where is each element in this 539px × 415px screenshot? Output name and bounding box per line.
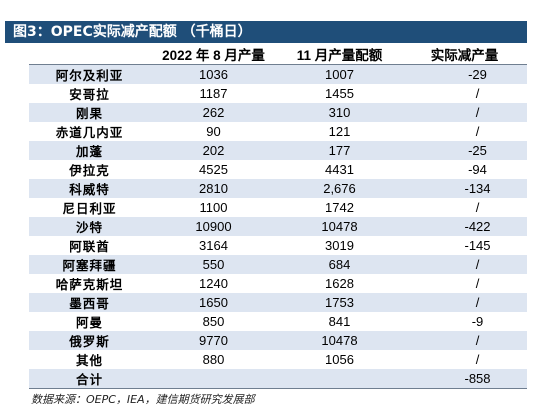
aug2022-cell [150, 369, 277, 389]
actual-cut-cell: -422 [402, 217, 527, 236]
actual-cut-cell: / [475, 86, 480, 101]
table-row: 阿曼 850 841 -9 [29, 312, 527, 331]
country-cell: 伊拉克 [69, 163, 110, 178]
nov-quota-cell: 4431 [325, 162, 354, 177]
actual-cut-cell: -25 [402, 141, 527, 160]
table-row: 加蓬 202 177 -25 [29, 141, 527, 160]
nov-quota-cell: 121 [328, 124, 351, 139]
country-cell: 加蓬 [29, 141, 150, 160]
header-country [29, 44, 150, 65]
aug2022-cell: 1187 [199, 86, 228, 101]
table-row: 刚果 262 310/ [29, 103, 527, 122]
nov-quota-cell: 1007 [277, 64, 402, 84]
table-row: 尼日利亚 1100 1742 / [29, 198, 527, 217]
nov-quota-cell: 2,676 [277, 179, 402, 198]
nov-quota-cell: 1628 [325, 276, 354, 291]
country-cell: 俄罗斯 [29, 331, 150, 350]
table-row: 俄罗斯 9770 10478/ [29, 331, 527, 350]
country-cell: 阿塞拜疆 [29, 255, 150, 274]
actual-cut-cell: -134 [402, 179, 527, 198]
table-row: 伊拉克 4525 4431 -94 [29, 160, 527, 179]
aug2022-cell: 1100 [199, 200, 228, 215]
nov-quota-cell: 684 [277, 255, 402, 274]
aug2022-cell: 4525 [199, 162, 228, 177]
aug2022-cell: 880 [202, 352, 225, 367]
nov-quota-cell: 1753 [277, 293, 402, 312]
country-cell: 阿联酋 [69, 239, 110, 254]
nov-quota-cell: 1455 [325, 86, 354, 101]
aug2022-cell: 550 [150, 255, 277, 274]
nov-quota-cell: 10478 [277, 331, 402, 350]
figure-title: 图3：OPEC实际减产配额 （千桶日） [5, 21, 527, 43]
table-row: 墨西哥 1650 1753/ [29, 293, 527, 312]
actual-cut-cell: / [402, 293, 527, 312]
country-cell: 哈萨克斯坦 [55, 277, 124, 292]
country-cell: 合计 [29, 369, 150, 389]
country-cell: 阿尔及利亚 [29, 64, 150, 84]
country-cell: 沙特 [29, 217, 150, 236]
aug2022-cell: 262 [150, 103, 277, 122]
country-cell: 赤道几内亚 [55, 125, 124, 140]
country-cell: 墨西哥 [29, 293, 150, 312]
actual-cut-cell: -94 [468, 162, 487, 177]
nov-quota-cell: 1056 [325, 352, 354, 367]
actual-cut-cell: / [402, 255, 527, 274]
aug2022-cell: 9770 [150, 331, 277, 350]
country-cell: 尼日利亚 [62, 201, 117, 216]
header-actual-cut: 实际减产量 [402, 44, 527, 65]
actual-cut-cell: -9 [471, 314, 484, 329]
table-row: 沙特 10900 10478 -422 [29, 217, 527, 236]
country-cell: 阿曼 [75, 315, 103, 330]
actual-cut-cell: / [402, 331, 527, 350]
country-cell: 科威特 [29, 179, 150, 198]
aug2022-cell: 1036 [150, 64, 277, 84]
table-body: 阿尔及利亚 1036 1007 -29 安哥拉 1187 1455/刚果 262 310/赤道几… [29, 64, 527, 389]
table-row: 安哥拉 1187 1455 / [29, 84, 527, 103]
actual-cut-cell: / [475, 276, 480, 291]
actual-cut-cell: -145 [464, 238, 491, 253]
table-row: 阿塞拜疆 550 684/ [29, 255, 527, 274]
table-row: 哈萨克斯坦 1240 1628 / [29, 274, 527, 293]
nov-quota-cell: 841 [328, 314, 351, 329]
header-aug2022: 2022 年 8 月产量 [150, 44, 277, 65]
table-row: 阿尔及利亚 1036 1007 -29 [29, 64, 527, 84]
aug2022-cell: 1240 [199, 276, 228, 291]
aug2022-cell: 850 [202, 314, 225, 329]
nov-quota-cell: 1742 [325, 200, 354, 215]
aug2022-cell: 202 [150, 141, 277, 160]
aug2022-cell: 3164 [199, 238, 228, 253]
nov-quota-cell: 3019 [325, 238, 354, 253]
actual-cut-cell: / [475, 200, 480, 215]
country-cell: 其他 [75, 353, 103, 368]
opec-cut-table: 2022 年 8 月产量 11 月产量配额 实际减产量 阿尔及利亚 1036 100… [29, 44, 527, 389]
table-header-row: 2022 年 8 月产量 11 月产量配额 实际减产量 [29, 44, 527, 65]
actual-cut-cell: -858 [402, 369, 527, 389]
country-cell: 刚果 [29, 103, 150, 122]
aug2022-cell: 2810 [150, 179, 277, 198]
aug2022-cell: 90 [206, 124, 221, 139]
nov-quota-cell: 310 [277, 103, 402, 122]
aug2022-cell: 10900 [150, 217, 277, 236]
actual-cut-cell: / [475, 352, 480, 367]
actual-cut-cell: -29 [402, 64, 527, 84]
header-nov-quota: 11 月产量配额 [277, 44, 402, 65]
table-row: 科威特 2810 2,676 -134 [29, 179, 527, 198]
table-row: 阿联酋 3164 3019 -145 [29, 236, 527, 255]
actual-cut-cell: / [402, 103, 527, 122]
nov-quota-cell: 10478 [277, 217, 402, 236]
aug2022-cell: 1650 [150, 293, 277, 312]
actual-cut-cell: / [475, 124, 480, 139]
table-row: 赤道几内亚 90 121 / [29, 122, 527, 141]
table-row: 合计 -858 [29, 369, 527, 389]
nov-quota-cell: 177 [277, 141, 402, 160]
table-row: 其他 880 1056 / [29, 350, 527, 369]
nov-quota-cell [277, 369, 402, 389]
source-note: 数据来源：OEPC，IEA，建信期货研究发展部 [31, 393, 255, 406]
country-cell: 安哥拉 [69, 87, 110, 102]
